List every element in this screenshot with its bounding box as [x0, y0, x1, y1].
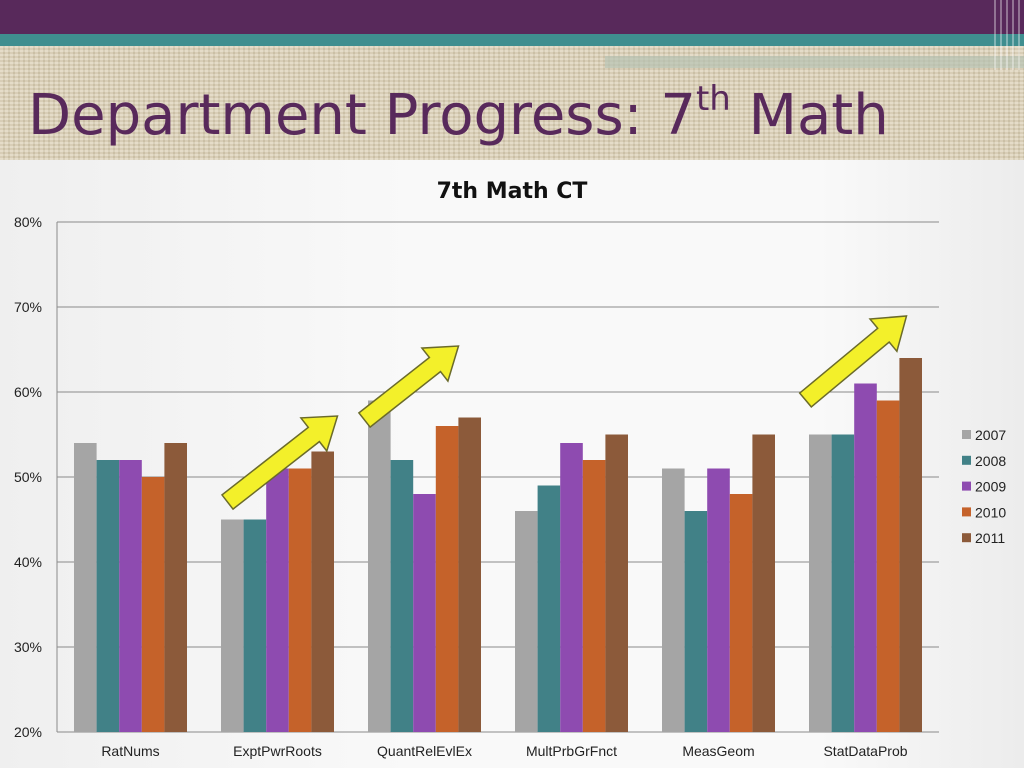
x-category-label: MultPrbGrFnct	[526, 743, 617, 759]
legend-swatch-2007	[962, 430, 971, 439]
legend-label-2011: 2011	[975, 530, 1005, 546]
bar-2008-MeasGeom	[684, 511, 708, 732]
slide-title-superscript: th	[695, 79, 731, 119]
bar-2011-MeasGeom	[752, 434, 775, 732]
bar-2007-ExptPwrRoots	[221, 519, 244, 732]
y-tick-label: 40%	[14, 554, 42, 570]
legend-label-2008: 2008	[975, 453, 1006, 469]
legend-label-2007: 2007	[975, 427, 1006, 443]
chart-title: 7th Math CT	[437, 179, 588, 204]
bar-2008-RatNums	[96, 460, 120, 732]
slide-title-suffix: Math	[730, 83, 889, 148]
x-category-label: ExptPwrRoots	[233, 743, 322, 759]
slide-title-prefix: Department Progress: 7	[28, 83, 696, 148]
bar-2008-StatDataProb	[831, 434, 855, 732]
bar-2010-QuantRelEvlEx	[435, 426, 459, 732]
slide-title: Department Progress: 7th Math	[28, 82, 889, 144]
bar-2009-StatDataProb	[854, 383, 877, 732]
bar-2009-RatNums	[119, 460, 142, 732]
legend-label-2009: 2009	[975, 479, 1006, 495]
bars	[74, 358, 922, 732]
bar-2009-MultPrbGrFnct	[560, 443, 583, 732]
bar-2011-MultPrbGrFnct	[605, 434, 628, 732]
bar-chart: 7th Math CT 20% 30% 40% 50% 60% 70% 80% RatNum…	[14, 179, 1006, 759]
bar-2011-ExptPwrRoots	[311, 451, 334, 732]
legend-swatch-2011	[962, 533, 971, 543]
x-category-label: MeasGeom	[682, 743, 754, 759]
legend: 2007 2008 2009 2010 2011	[962, 427, 1006, 546]
x-category-label: QuantRelEvlEx	[377, 743, 472, 759]
bar-2011-QuantRelEvlEx	[458, 417, 481, 732]
top-band	[0, 0, 1024, 34]
bar-2009-QuantRelEvlEx	[413, 494, 436, 732]
header-accent-strip	[605, 56, 1024, 68]
bar-2007-QuantRelEvlEx	[368, 400, 391, 732]
bar-2011-RatNums	[164, 443, 187, 732]
bar-2010-MeasGeom	[729, 494, 753, 732]
trend-arrow-QuantRelEvlEx	[357, 345, 460, 429]
bar-2008-MultPrbGrFnct	[537, 485, 561, 732]
bar-2010-MultPrbGrFnct	[582, 460, 606, 732]
bar-2007-RatNums	[74, 443, 97, 732]
x-axis-category-labels: RatNums ExptPwrRoots QuantRelEvlEx MultPrbG…	[101, 743, 907, 759]
y-axis-tick-labels: 20% 30% 40% 50% 60% 70% 80%	[14, 214, 42, 740]
trend-arrow-ExptPwrRoots	[220, 415, 339, 511]
y-tick-label: 80%	[14, 214, 42, 230]
y-tick-label: 70%	[14, 299, 42, 315]
trend-arrows	[220, 315, 908, 511]
bar-2007-MeasGeom	[662, 468, 685, 732]
y-tick-label: 60%	[14, 384, 42, 400]
x-category-label: RatNums	[101, 743, 159, 759]
bar-2008-ExptPwrRoots	[243, 519, 267, 732]
teal-band	[0, 34, 1024, 46]
legend-swatch-2008	[962, 455, 971, 465]
bar-2010-ExptPwrRoots	[288, 468, 312, 732]
trend-arrow-StatDataProb	[798, 315, 908, 408]
grid-lines	[56, 221, 939, 733]
chart-area: 7th Math CT 20% 30% 40% 50% 60% 70% 80% RatNum…	[0, 160, 1024, 768]
bar-2009-MeasGeom	[707, 468, 730, 732]
bar-2009-ExptPwrRoots	[266, 468, 289, 732]
bar-2010-RatNums	[141, 477, 165, 732]
bar-2010-StatDataProb	[876, 400, 900, 732]
y-tick-label: 30%	[14, 639, 42, 655]
legend-swatch-2010	[962, 507, 971, 517]
y-tick-label: 20%	[14, 724, 42, 740]
legend-label-2010: 2010	[975, 504, 1006, 520]
y-tick-label: 50%	[14, 469, 42, 485]
x-category-label: StatDataProb	[823, 743, 907, 759]
bar-2008-QuantRelEvlEx	[390, 460, 414, 732]
header-edge-lines	[994, 0, 1024, 70]
bar-2007-MultPrbGrFnct	[515, 511, 538, 732]
bar-2007-StatDataProb	[809, 434, 832, 732]
bar-2011-StatDataProb	[899, 358, 922, 732]
legend-swatch-2009	[962, 481, 971, 491]
